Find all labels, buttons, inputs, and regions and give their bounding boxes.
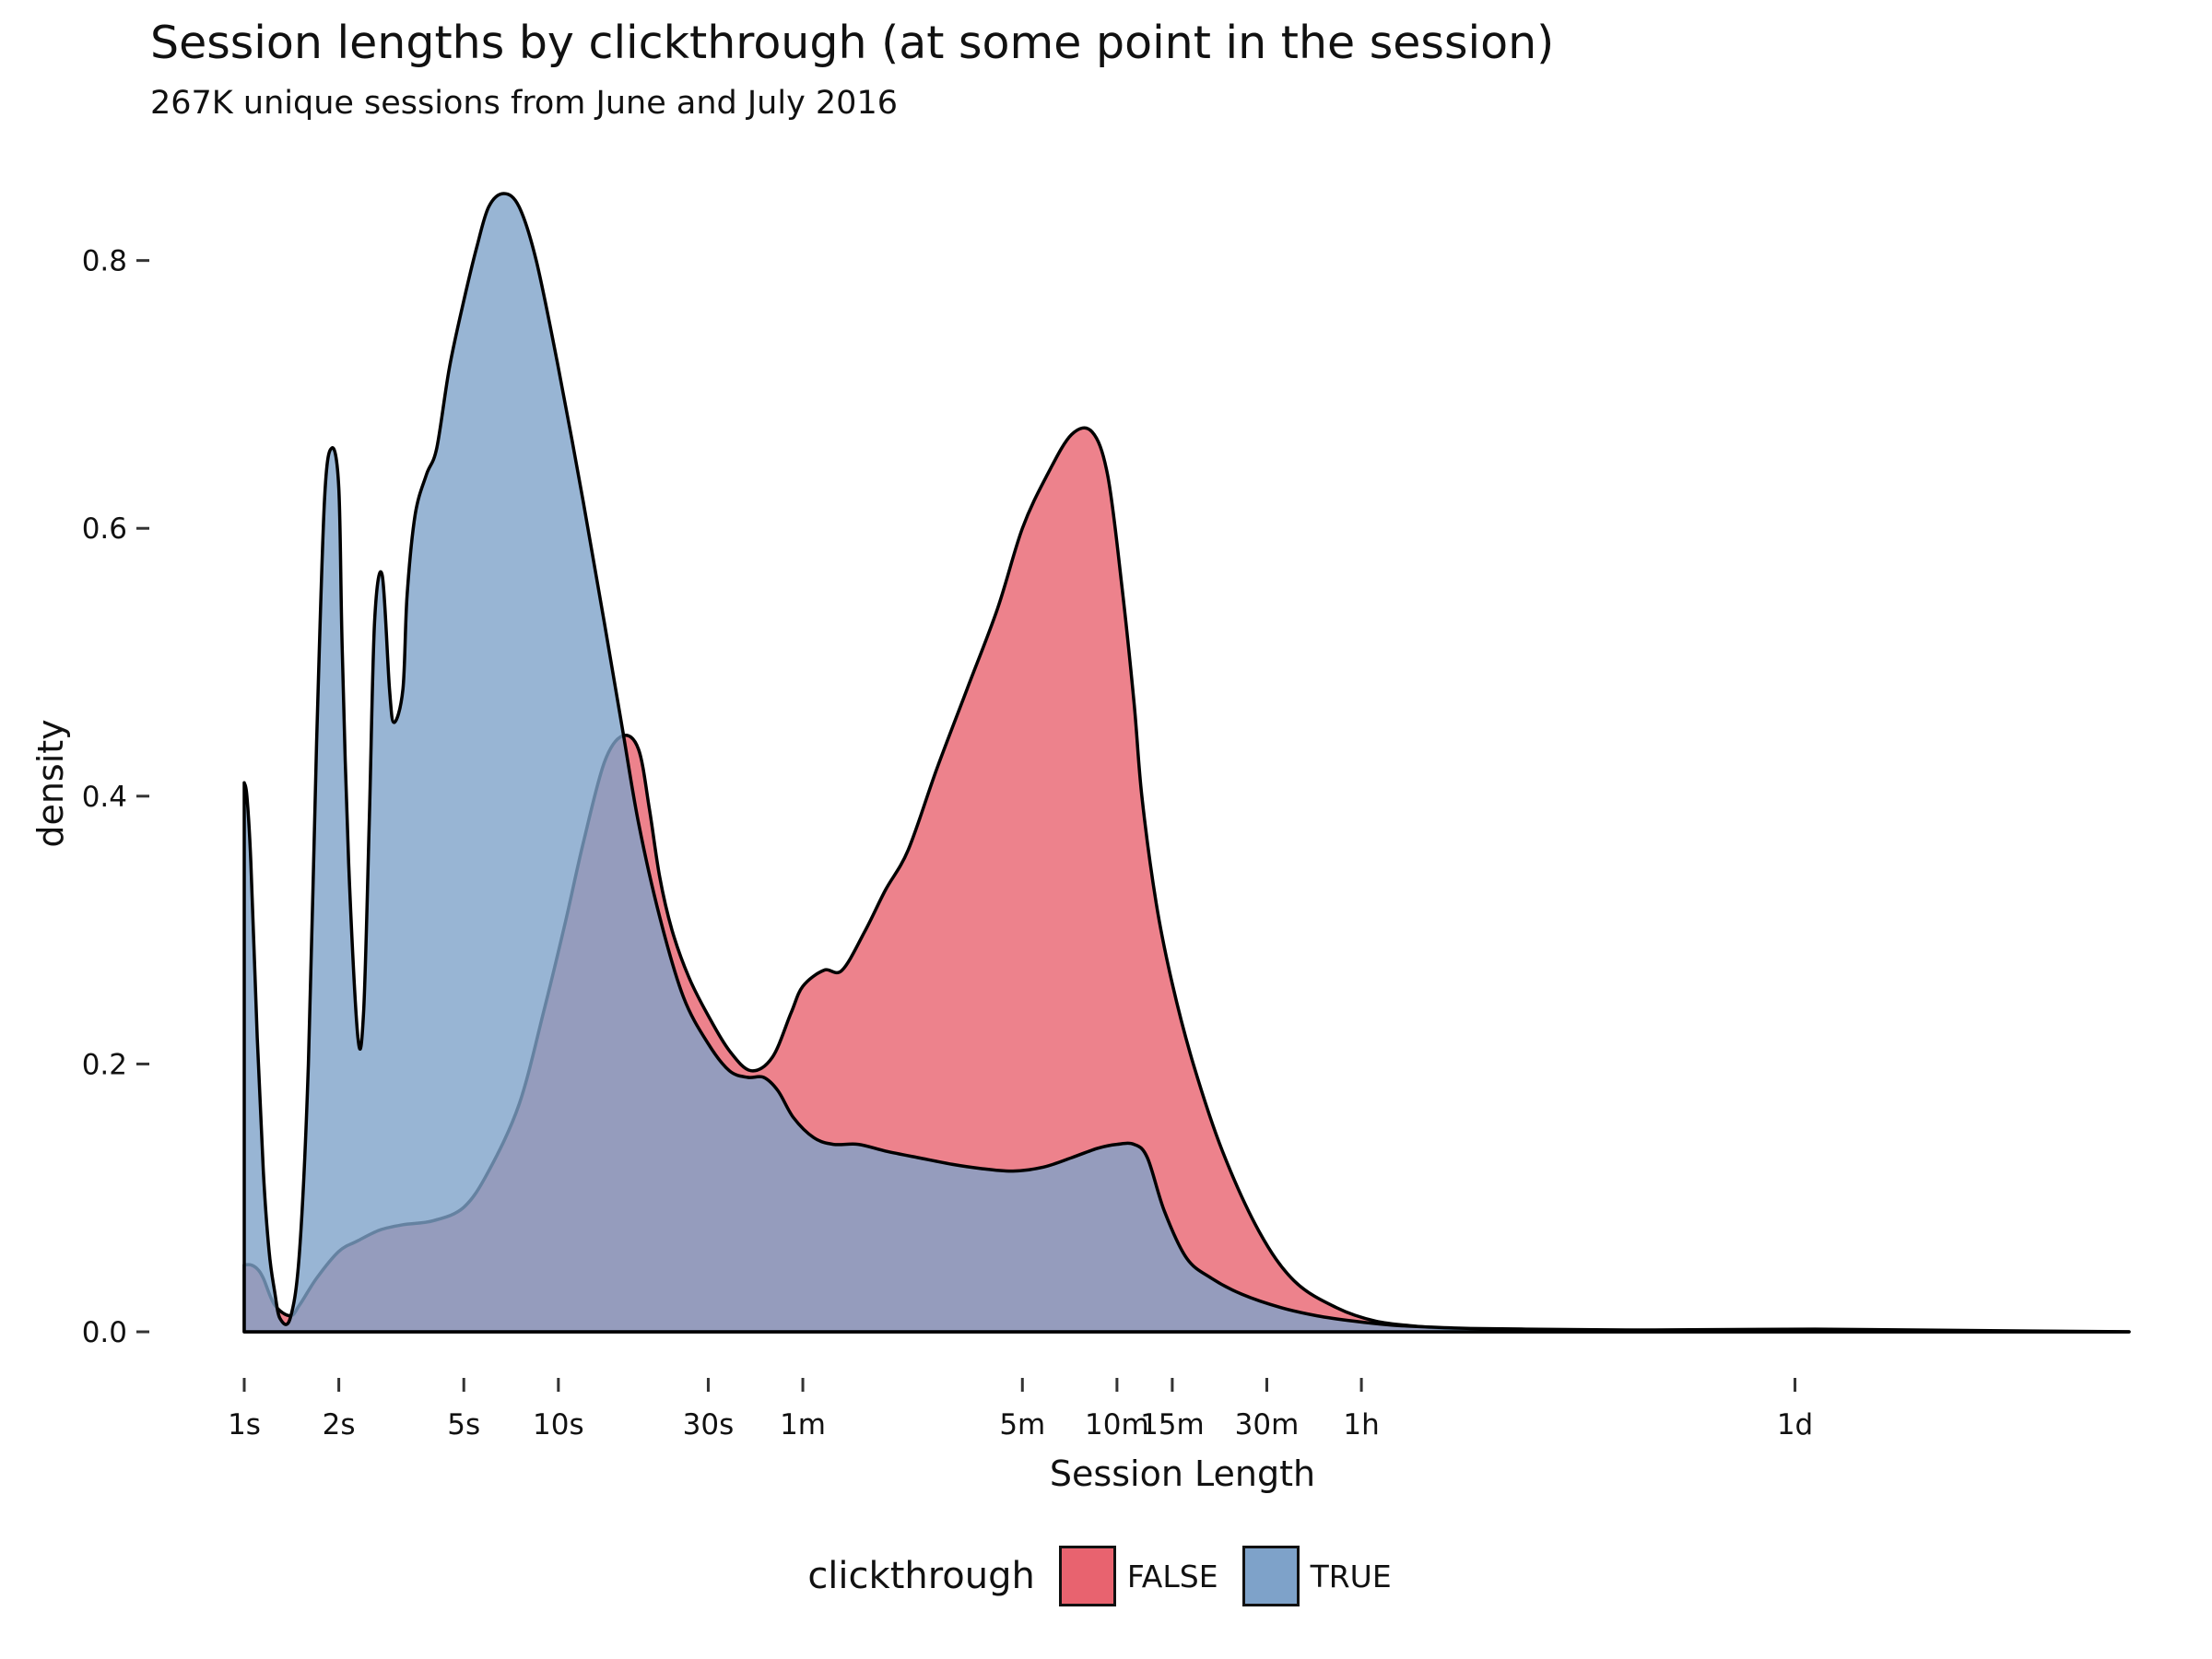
- x-axis-title: Session Length: [1050, 1453, 1315, 1494]
- density-areas: [242, 192, 2131, 1334]
- chart-title: Session lengths by clickthrough (at some…: [150, 17, 1555, 69]
- x-tick-label: 15m: [1140, 1408, 1205, 1441]
- y-tick-label: 0.4: [82, 781, 127, 814]
- x-tick-label: 2s: [323, 1408, 356, 1441]
- chart-subtitle: 267K unique sessions from June and July …: [150, 85, 898, 122]
- y-tick-label: 0.0: [82, 1316, 127, 1349]
- density-area-true: [244, 194, 2129, 1332]
- x-tick-label: 1d: [1777, 1408, 1813, 1441]
- y-tick-label: 0.6: [82, 512, 127, 546]
- legend-title: clickthrough: [807, 1555, 1035, 1597]
- legend-label-false: FALSE: [1126, 1558, 1218, 1594]
- x-tick-label: 5m: [999, 1408, 1045, 1441]
- y-tick-label: 0.8: [82, 245, 127, 278]
- density-outline-true: [242, 192, 2131, 1334]
- legend-swatch-false: [1058, 1546, 1116, 1606]
- legend-item-true: TRUE: [1241, 1546, 1392, 1606]
- x-tick-label: 30s: [683, 1408, 735, 1441]
- legend: clickthrough FALSE TRUE: [0, 1539, 2212, 1613]
- legend-item-false: FALSE: [1058, 1546, 1218, 1606]
- x-tick-label: 30m: [1235, 1408, 1300, 1441]
- x-tick-label: 1s: [228, 1408, 261, 1441]
- x-tick-label: 1h: [1343, 1408, 1379, 1441]
- legend-swatch-true: [1241, 1546, 1300, 1606]
- x-tick-label: 10s: [533, 1408, 584, 1441]
- x-tick-label: 5s: [447, 1408, 480, 1441]
- x-tick-label: 10m: [1085, 1408, 1149, 1441]
- y-tick-label: 0.2: [82, 1048, 127, 1081]
- y-axis-title: density: [30, 719, 71, 847]
- legend-label-true: TRUE: [1310, 1558, 1392, 1594]
- x-tick-label: 1m: [780, 1408, 826, 1441]
